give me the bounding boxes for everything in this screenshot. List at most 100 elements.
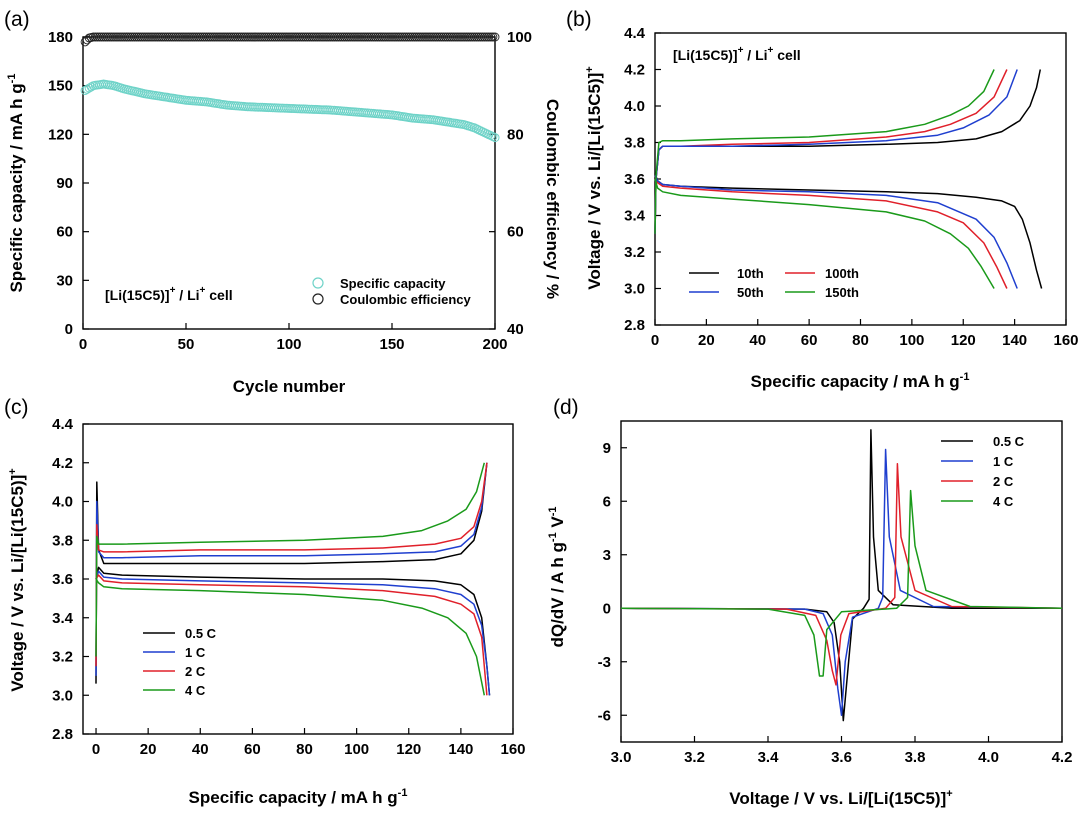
panel-b-x-tick-label: 0 (651, 332, 659, 349)
legend-label-150th: 150th (825, 285, 859, 300)
panel-a: (a) 0 50 100 150 200 0 30 60 90 120 150 180 40 60 80… (4, 8, 562, 396)
panel-d-label: (d) (553, 396, 579, 419)
figure: (a) 0 50 100 150 200 0306090120150180 406080… (0, 0, 1080, 815)
legend-label-specific-capacity: Specific capacity (340, 276, 446, 291)
panel-b-x-tick-label: 60 (801, 332, 818, 349)
panel-c-x-axis-title: Specific capacity / mA h g-1 (189, 787, 408, 807)
series-4c-dqdv (621, 491, 1062, 676)
legend-label-0-5c: 0.5 C (993, 434, 1025, 449)
panel-a-x-tick-label: 100 (276, 336, 301, 353)
panel-a-label: (a) (4, 8, 30, 31)
panel-a-y-tick-label: 150 (48, 78, 73, 95)
panel-b-y-tick-label: 3.6 (624, 171, 645, 188)
panel-c-x-tick-label: 20 (140, 741, 157, 758)
panel-b-x-tick-label: 100 (899, 332, 924, 349)
panel-c-y-tick-label: 4.4 (52, 416, 74, 433)
legend-label-2c: 2 C (185, 664, 206, 679)
panel-a-y-tick-label: 30 (56, 272, 73, 289)
panel-c-x-tick-label: 100 (344, 741, 369, 758)
panel-c-y-tick-label: 3.4 (52, 610, 74, 627)
series-1c-charge (96, 463, 487, 676)
panel-d-y-tick-label: 9 (603, 440, 611, 457)
panel-d-y-tick-label: 3 (603, 547, 611, 564)
series-1c-dqdv (621, 450, 1062, 716)
panel-b-y-tick-label: 2.8 (624, 317, 645, 334)
panel-d-x-tick-label: 3.8 (905, 749, 926, 766)
series-2c-discharge (96, 575, 487, 695)
panel-c-x-tick-label: 0 (92, 741, 100, 758)
panel-a-x-axis-title: Cycle number (233, 377, 346, 396)
series-0-5c-charge (96, 463, 487, 684)
panel-a-y-tick-label: 120 (48, 126, 73, 143)
panel-a-x-tick-label: 0 (79, 336, 87, 353)
panel-d-x-tick-label: 3.6 (831, 749, 852, 766)
panel-c-y-axis-title: Voltage / V vs. Li/[Li(15C5)]+ (7, 468, 27, 691)
panel-a-y-axis-title-right: Coulombic efficiency / % (543, 99, 562, 299)
panel-b-y-tick-label: 4.4 (624, 25, 646, 42)
panel-c: (c) 0 20 40 60 80 100 120 140 160 2.83.03.23.43.… (4, 396, 526, 807)
panel-d-y-tick-label: 6 (603, 493, 611, 510)
panel-d-legend: 0.5 C 1 C 2 C 4 C (941, 434, 1025, 509)
panel-b-x-ticks: 0 20 40 60 80 100 120 140 160 (651, 319, 1079, 349)
panel-b-x-tick-label: 160 (1053, 332, 1078, 349)
legend-label-100th: 100th (825, 266, 859, 281)
legend-label-50th: 50th (737, 285, 764, 300)
panel-a-x-tick-label: 150 (379, 336, 404, 353)
panel-a-y2-tick-label: 40 (507, 321, 524, 338)
panel-c-x-tick-label: 160 (500, 741, 525, 758)
panel-b-y-tick-label: 4.0 (624, 98, 645, 115)
panel-d-x-tick-label: 3.2 (684, 749, 705, 766)
series-50th-charge (655, 70, 1017, 234)
panel-b-marks (655, 70, 1042, 289)
legend-marker-coulombic-efficiency (313, 294, 323, 304)
panel-c-y-tick-label: 4.0 (52, 494, 73, 511)
panel-c-x-ticks: 0 20 40 60 80 100 120 140 160 (92, 728, 526, 758)
panel-c-label: (c) (4, 396, 29, 419)
panel-c-marks (96, 463, 490, 696)
panel-d-y-tick-label: -3 (598, 654, 611, 671)
legend-label-coulombic-efficiency: Coulombic efficiency (340, 292, 472, 307)
series-4c-discharge (96, 579, 484, 695)
panel-a-y-tick-label: 90 (56, 175, 73, 192)
legend-label-2c: 2 C (993, 474, 1014, 489)
panel-c-y-tick-label: 4.2 (52, 455, 73, 472)
panel-a-y2-tick-label: 80 (507, 126, 524, 143)
panel-c-y-tick-label: 3.6 (52, 571, 73, 588)
panel-d: (d) 3.0 3.2 3.4 3.6 3.8 4.0 4.2 -6 -3 0 3 6 9 Volta… (547, 396, 1072, 808)
panel-d-x-tick-label: 4.0 (978, 749, 999, 766)
panel-d-y-tick-label: 0 (603, 600, 611, 617)
panel-c-y-tick-label: 3.8 (52, 532, 73, 549)
panel-c-legend: 0.5 C 1 C 2 C 4 C (143, 626, 217, 698)
panel-d-y-axis-title: dQ/dV / A h g-1 V-1 (547, 506, 567, 647)
panel-a-y2-tick-label: 100 (507, 29, 532, 46)
legend-label-0-5c: 0.5 C (185, 626, 217, 641)
panel-c-y-tick-label: 3.2 (52, 649, 73, 666)
panel-b-y-tick-label: 3.2 (624, 244, 645, 261)
panel-b-cell-label: [Li(15C5)]+ / Li+ cell (673, 45, 801, 63)
panel-b-label: (b) (566, 8, 592, 31)
panel-b-legend: 10th 100th 50th 150th (689, 266, 859, 300)
panel-c-x-tick-label: 80 (296, 741, 313, 758)
panel-a-legend: Specific capacity Coulombic efficiency (313, 276, 472, 307)
panel-c-x-tick-label: 40 (192, 741, 209, 758)
panel-d-x-tick-label: 3.0 (611, 749, 632, 766)
panel-a-y-axis-title-left: Specific capacity / mA h g-1 (6, 74, 26, 293)
panel-a-cell-label: [Li(15C5)]+ / Li+ cell (105, 285, 233, 303)
panel-d-x-tick-label: 4.2 (1052, 749, 1073, 766)
panel-b-y-tick-label: 3.8 (624, 135, 645, 152)
panel-b-x-tick-label: 40 (749, 332, 766, 349)
series-150th-charge (655, 70, 994, 234)
legend-label-4c: 4 C (185, 683, 206, 698)
panel-d-y-ticks: -6 -3 0 3 6 9 (598, 440, 627, 725)
legend-label-1c: 1 C (185, 645, 206, 660)
panel-c-y-tick-label: 3.0 (52, 687, 73, 704)
panel-d-x-tick-label: 3.4 (758, 749, 780, 766)
panel-b-y-tick-label: 4.2 (624, 62, 645, 79)
panel-c-y-tick-label: 2.8 (52, 726, 73, 743)
panel-c-x-tick-label: 120 (396, 741, 421, 758)
panel-d-y-tick-label: -6 (598, 707, 611, 724)
panel-b: (b) 0 20 40 60 80 100 120 140 160 2.83.03.23.43.… (566, 8, 1079, 391)
panel-a-x-tick-label: 50 (178, 336, 195, 353)
panel-b-x-tick-label: 140 (1002, 332, 1027, 349)
panel-b-y-tick-label: 3.4 (624, 208, 646, 225)
